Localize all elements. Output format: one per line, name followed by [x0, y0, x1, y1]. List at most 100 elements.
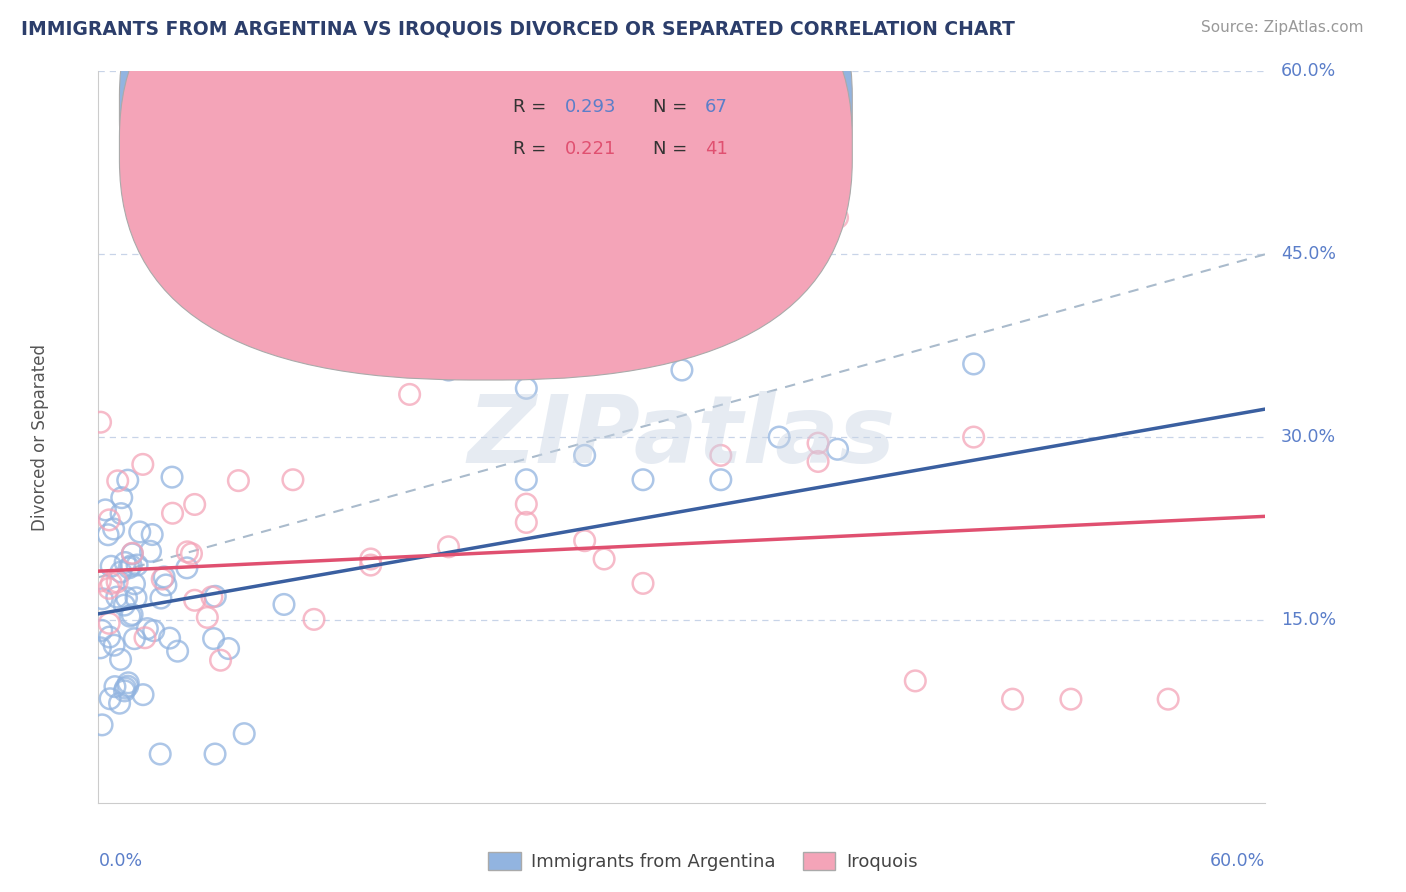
Point [768, 430, 790, 444]
Point [162, 506, 184, 520]
Point [141, 527, 163, 541]
FancyBboxPatch shape [120, 0, 852, 380]
Point [631, 473, 654, 487]
Point [98, 616, 121, 631]
Point [398, 387, 420, 401]
Point [121, 607, 143, 622]
Point [121, 547, 143, 561]
Point [302, 612, 325, 626]
Point [233, 726, 256, 740]
Point [114, 681, 136, 695]
Point [183, 593, 205, 607]
Point [195, 610, 218, 624]
Point [105, 590, 128, 604]
Point [89, 574, 111, 588]
Point [159, 631, 181, 645]
Point [150, 572, 173, 586]
Legend: Immigrants from Argentina, Iroquois: Immigrants from Argentina, Iroquois [481, 845, 925, 879]
Point [117, 675, 139, 690]
Point [176, 561, 198, 575]
Point [121, 546, 143, 560]
Point [204, 589, 226, 603]
Text: R =: R = [513, 140, 551, 158]
Point [613, 314, 636, 328]
Point [437, 540, 460, 554]
Point [118, 609, 141, 624]
Point [180, 547, 202, 561]
Point [100, 559, 122, 574]
Point [125, 591, 148, 605]
Point [631, 576, 654, 591]
Point [91, 591, 114, 606]
Point [136, 622, 159, 636]
Point [94, 503, 117, 517]
Point [155, 578, 177, 592]
Point [114, 556, 136, 570]
Point [128, 524, 150, 539]
Point [176, 545, 198, 559]
Text: N =: N = [652, 140, 693, 158]
Point [360, 552, 382, 566]
Point [515, 516, 537, 530]
Point [139, 544, 162, 558]
Point [91, 718, 114, 732]
Text: 0.221: 0.221 [565, 140, 617, 158]
Text: 0.0%: 0.0% [98, 852, 142, 870]
Text: R =: R = [513, 98, 551, 116]
Point [515, 473, 537, 487]
Text: N =: N = [652, 98, 693, 116]
Point [807, 454, 830, 468]
Point [110, 652, 132, 666]
Point [1157, 692, 1180, 706]
FancyBboxPatch shape [443, 78, 775, 185]
Text: 45.0%: 45.0% [1281, 245, 1336, 263]
Point [134, 631, 156, 645]
Point [827, 442, 849, 457]
Point [149, 591, 172, 605]
Point [114, 683, 136, 698]
Point [100, 576, 122, 591]
Text: Source: ZipAtlas.com: Source: ZipAtlas.com [1201, 20, 1364, 35]
Point [904, 673, 927, 688]
Point [104, 680, 127, 694]
Point [710, 448, 733, 462]
Point [166, 644, 188, 658]
Point [97, 582, 120, 596]
Point [160, 470, 183, 484]
Point [962, 430, 984, 444]
Point [273, 598, 295, 612]
Point [201, 590, 224, 604]
Point [110, 565, 132, 579]
Text: 15.0%: 15.0% [1281, 611, 1336, 629]
Point [149, 747, 172, 761]
Text: 67: 67 [706, 98, 728, 116]
Point [281, 473, 304, 487]
Point [710, 473, 733, 487]
Point [108, 696, 131, 710]
Text: 60.0%: 60.0% [1211, 852, 1265, 870]
Point [97, 527, 120, 541]
Point [112, 598, 135, 612]
Point [107, 474, 129, 488]
Point [209, 653, 232, 667]
Point [142, 624, 165, 638]
Point [89, 640, 111, 655]
Text: Divorced or Separated: Divorced or Separated [31, 343, 49, 531]
Point [671, 363, 693, 377]
Point [807, 436, 830, 450]
Point [98, 513, 121, 527]
FancyBboxPatch shape [120, 0, 852, 338]
Point [515, 381, 537, 395]
Point [574, 533, 596, 548]
Point [105, 574, 128, 589]
Text: ZIPatlas: ZIPatlas [468, 391, 896, 483]
Point [1001, 692, 1024, 706]
Text: 41: 41 [706, 140, 728, 158]
Point [115, 591, 138, 605]
Point [962, 357, 984, 371]
Point [827, 211, 849, 225]
Point [132, 458, 155, 472]
Point [132, 688, 155, 702]
Point [124, 632, 146, 646]
Point [103, 638, 125, 652]
